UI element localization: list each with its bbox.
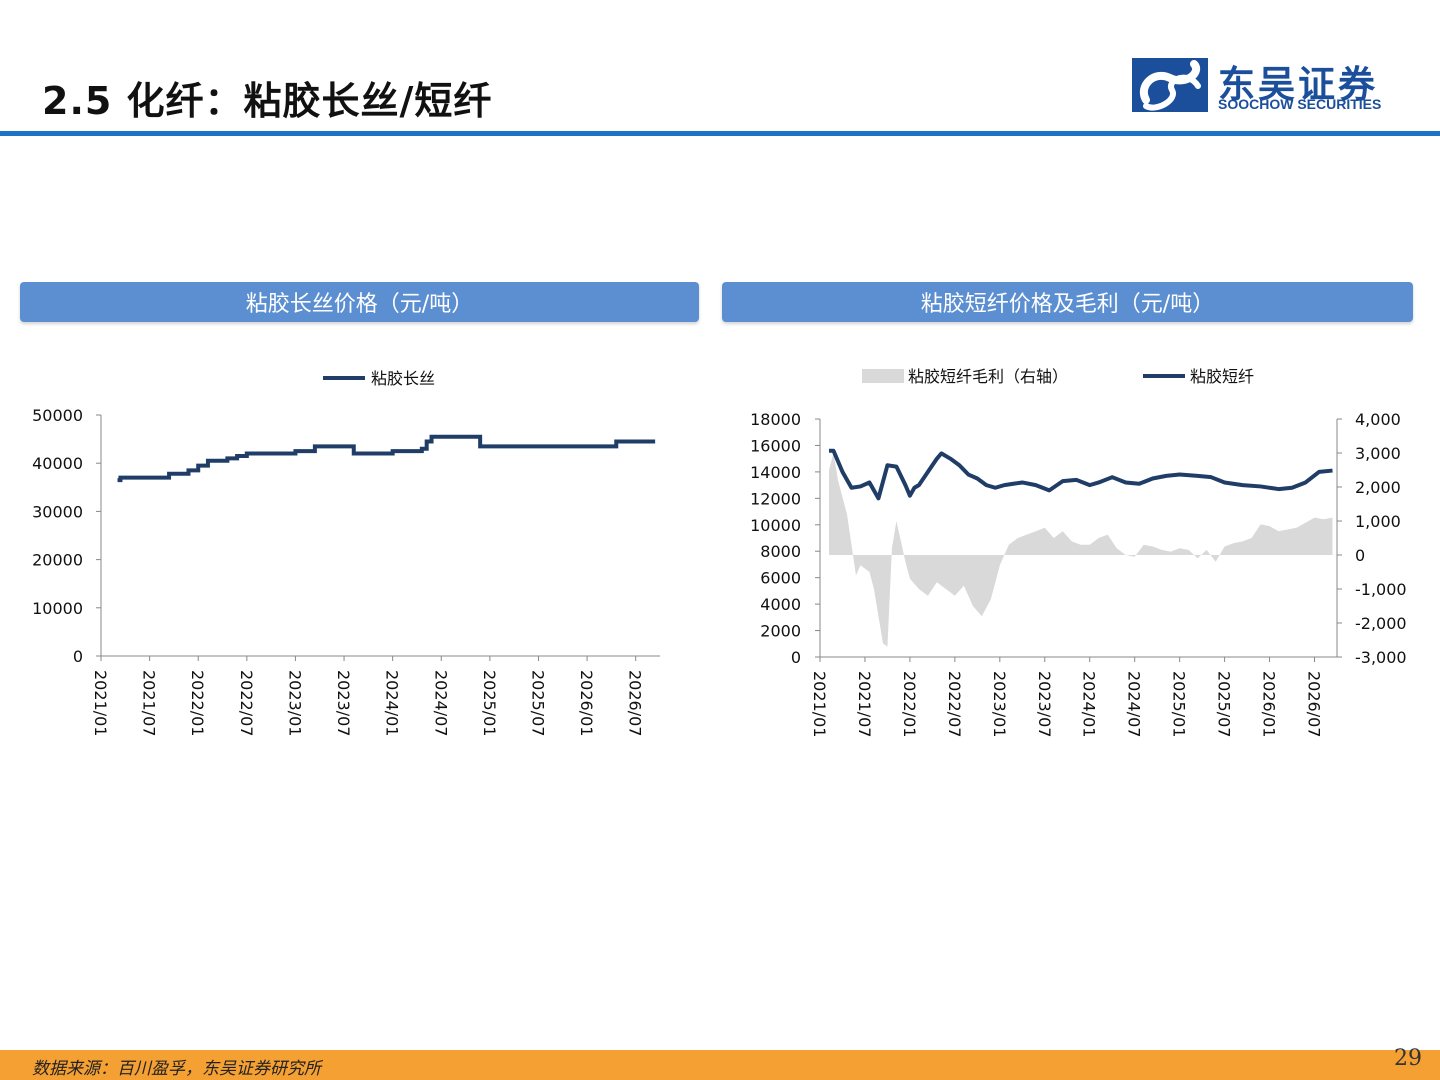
y-tick-label-left: 12000 [750,489,801,508]
x-tick-label: 2026/01 [577,670,596,736]
x-tick-label: 2021/07 [855,671,874,737]
x-tick-label: 2023/01 [285,670,304,736]
y-tick-label-left: 10000 [750,516,801,535]
y-tick-label-right: 3,000 [1355,444,1401,463]
x-tick-label: 2026/07 [1305,671,1324,737]
legend-area-swatch [862,369,904,383]
x-tick-label: 2025/07 [1215,671,1234,737]
x-tick-label: 2023/01 [990,671,1009,737]
y-tick-label-right: -1,000 [1355,580,1407,599]
legend-label: 粘胶长丝 [371,369,435,388]
x-tick-label: 2024/01 [383,670,402,736]
title-divider [0,131,1440,136]
x-tick-label: 2022/01 [900,671,919,737]
y-tick-label-right: -3,000 [1355,648,1407,667]
company-logo: 东吴证券 SOOCHOW SECURITIES [1132,56,1412,116]
y-tick-label-left: 2000 [760,622,801,641]
x-tick-label: 2024/07 [1125,671,1144,737]
series-line-filament [117,434,656,483]
y-tick-label-left: 8000 [760,542,801,561]
y-tick-label: 30000 [32,502,83,521]
series-area-margin [828,453,1333,647]
x-tick-label: 2022/01 [188,670,207,736]
x-tick-label: 2023/07 [334,670,353,736]
footer-bar [0,1050,1440,1080]
y-tick-label-right: 0 [1355,546,1365,565]
y-tick-label: 40000 [32,454,83,473]
y-tick-label: 20000 [32,551,83,570]
logo-name-en: SOOCHOW SECURITIES [1218,96,1382,112]
x-tick-label: 2025/01 [480,670,499,736]
y-tick-label-right: -2,000 [1355,614,1407,633]
x-tick-label: 2024/07 [431,670,450,736]
filament-price-chart: 粘胶长丝 0 10000 20000 30000 40000 50000 2021/01 202… [32,369,660,736]
x-tick-label: 2026/01 [1260,671,1279,737]
logo-name-cn: 东吴证券 [1218,63,1378,106]
page-number: 29 [1394,1046,1422,1071]
x-tick-label: 2024/01 [1080,671,1099,737]
y-tick-label-left: 16000 [750,436,801,455]
y-tick-label-right: 4,000 [1355,410,1401,429]
right-chart-title: 粘胶短纤价格及毛利（元/吨） [722,282,1413,322]
y-tick-label-left: 0 [791,648,801,667]
y-tick-label-left: 4000 [760,595,801,614]
y-tick-label-right: 1,000 [1355,512,1401,531]
y-tick-label-left: 14000 [750,463,801,482]
legend-label-price: 粘胶短纤 [1190,367,1254,386]
y-tick-label: 0 [73,647,83,666]
x-tick-label: 2021/07 [140,670,159,736]
page-title: 2.5 化纤：粘胶长丝/短纤 [42,79,493,123]
left-chart-title: 粘胶长丝价格（元/吨） [20,282,699,322]
x-tick-label: 2025/01 [1170,671,1189,737]
data-source: 数据来源：百川盈孚，东吴证券研究所 [32,1059,321,1079]
x-tick-label: 2026/07 [626,670,645,736]
x-tick-label: 2023/07 [1035,671,1054,737]
x-tick-label: 2025/07 [528,670,547,736]
x-tick-label: 2021/01 [810,671,829,737]
legend-label-margin: 粘胶短纤毛利（右轴） [908,367,1068,386]
logo-mark-icon [1132,58,1208,112]
staple-price-margin-chart: 粘胶短纤毛利（右轴） 粘胶短纤 0 2000 4000 6000 8000 10000 1200… [750,367,1407,737]
y-tick-label: 50000 [32,406,83,425]
y-tick-label-right: 2,000 [1355,478,1401,497]
y-tick-label: 10000 [32,599,83,618]
x-tick-label: 2022/07 [237,670,256,736]
y-tick-label-left: 18000 [750,410,801,429]
x-tick-label: 2022/07 [945,671,964,737]
x-tick-label: 2021/01 [91,670,110,736]
y-tick-label-left: 6000 [760,569,801,588]
series-line-staple [828,448,1333,501]
